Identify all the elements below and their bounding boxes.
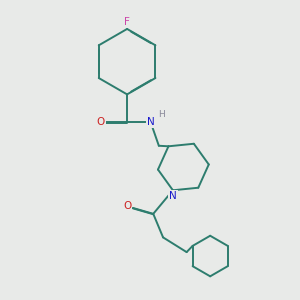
Text: N: N xyxy=(169,191,177,201)
Text: H: H xyxy=(158,110,165,119)
Text: N: N xyxy=(147,117,155,127)
Text: O: O xyxy=(97,117,105,127)
Text: F: F xyxy=(124,17,130,27)
Text: O: O xyxy=(123,201,131,211)
